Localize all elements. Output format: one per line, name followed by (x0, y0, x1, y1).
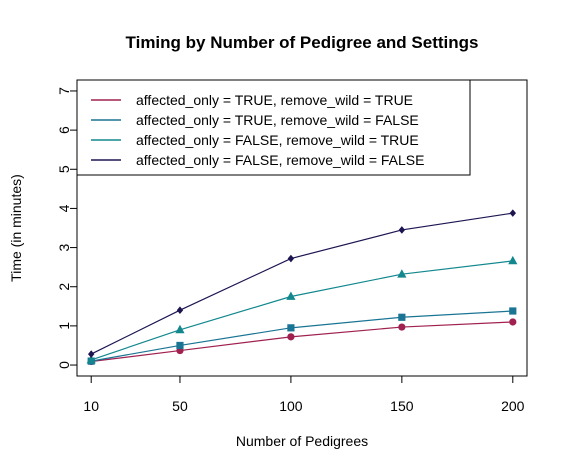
legend-box (76, 79, 471, 176)
x-axis: 10 50 100 150 200 (83, 375, 525, 414)
legend-item: affected_only = TRUE, remove_wild = FALS… (91, 112, 419, 128)
x-tick-label: 100 (279, 398, 303, 414)
y-axis: 0 1 2 3 4 5 6 7 (56, 87, 78, 369)
y-axis-label: Time (in minutes) (8, 174, 24, 282)
y-tick-label: 7 (56, 87, 72, 95)
x-tick-label: 150 (390, 398, 414, 414)
data-point (509, 307, 517, 315)
y-tick-label: 0 (56, 361, 72, 369)
legend-item: affected_only = FALSE, remove_wild = TRU… (91, 132, 419, 148)
data-point (398, 323, 406, 331)
y-tick-label: 6 (56, 126, 72, 134)
series-layer (86, 209, 518, 366)
legend-label: affected_only = TRUE, remove_wild = FALS… (136, 112, 419, 128)
y-tick-label: 1 (56, 322, 72, 330)
data-point (88, 350, 95, 358)
data-point (509, 318, 517, 326)
series-4 (88, 209, 516, 358)
legend-item: affected_only = TRUE, remove_wild = TRUE (91, 92, 413, 108)
data-point (287, 324, 295, 332)
y-tick-label: 2 (56, 283, 72, 291)
x-tick-label: 200 (501, 398, 525, 414)
legend-item: affected_only = FALSE, remove_wild = FAL… (91, 152, 424, 168)
data-point (397, 269, 407, 278)
legend-label: affected_only = TRUE, remove_wild = TRUE (136, 92, 413, 108)
data-point (509, 209, 516, 217)
series-1 (87, 318, 517, 366)
series-line (91, 260, 513, 361)
legend-label: affected_only = FALSE, remove_wild = TRU… (136, 132, 419, 148)
data-point (398, 226, 406, 234)
y-tick-label: 3 (56, 243, 72, 251)
legend: affected_only = TRUE, remove_wild = TRUE… (76, 79, 471, 176)
legend-label: affected_only = FALSE, remove_wild = FAL… (136, 152, 424, 168)
x-tick-label: 10 (83, 398, 99, 414)
data-point (398, 313, 406, 321)
series-line (90, 212, 513, 355)
y-tick-label: 4 (56, 204, 72, 212)
series-3 (86, 255, 518, 364)
x-axis-label: Number of Pedigrees (236, 433, 368, 449)
data-point (175, 324, 185, 334)
data-point (176, 341, 184, 350)
data-point (176, 306, 184, 315)
data-point (287, 254, 295, 263)
data-point (508, 255, 518, 265)
chart-title: Timing by Number of Pedigree and Setting… (126, 33, 479, 52)
y-tick-label: 5 (56, 165, 72, 173)
data-point (286, 291, 296, 300)
x-tick-label: 50 (172, 398, 188, 414)
series-line (91, 321, 513, 363)
data-point (287, 333, 295, 341)
data-point (86, 354, 96, 364)
